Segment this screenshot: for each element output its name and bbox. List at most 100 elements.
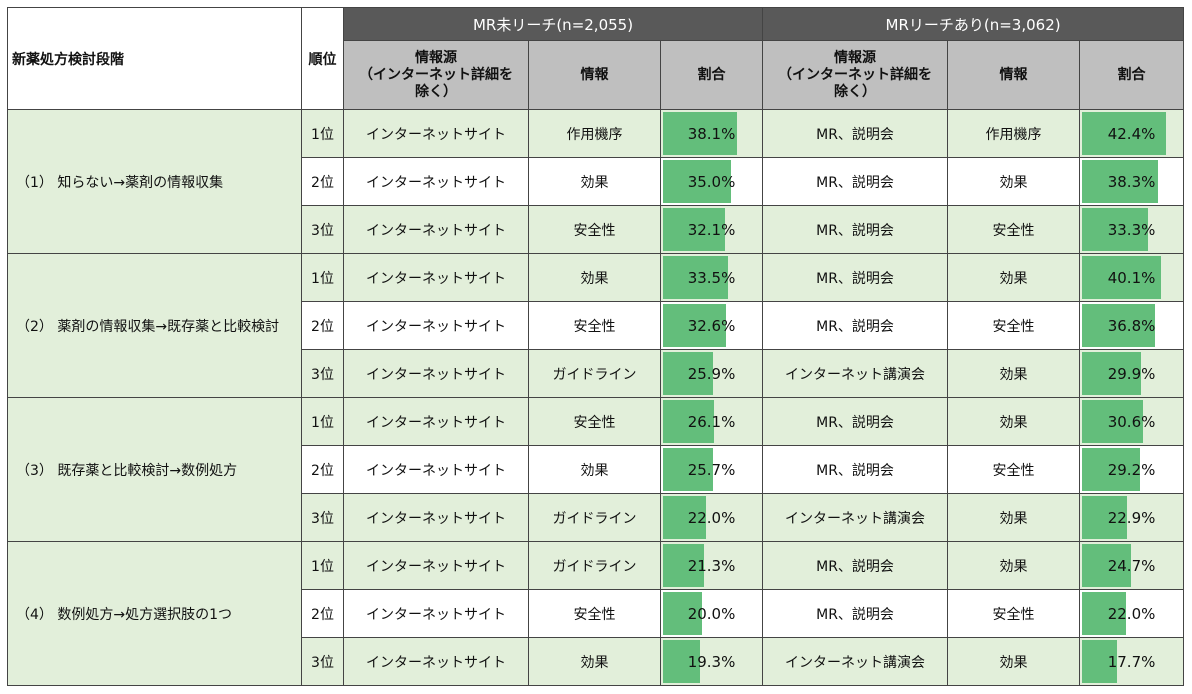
source-cell: インターネットサイト [343, 205, 529, 254]
source-cell: インターネットサイト [343, 445, 529, 494]
ratio-cell: 42.4% [1079, 109, 1185, 158]
ratio-cell: 38.3% [1079, 157, 1185, 206]
ratio-value: 35.0% [687, 172, 736, 191]
ratio-value: 29.2% [1107, 460, 1156, 479]
ratio-bar [663, 352, 714, 395]
source-cell: インターネットサイト [343, 301, 529, 350]
info-cell: ガイドライン [528, 541, 661, 590]
ratio-value: 22.0% [687, 508, 736, 527]
source-cell: インターネットサイト [343, 253, 529, 302]
ratio-bar [663, 496, 706, 539]
source-cell: MR、説明会 [762, 109, 949, 158]
ratio-cell: 38.1% [659, 109, 764, 158]
rank-cell: 1位 [301, 109, 344, 158]
ratio-value: 22.0% [1107, 604, 1156, 623]
rank-cell: 1位 [301, 397, 344, 446]
source-cell: インターネットサイト [343, 109, 529, 158]
ratio-bar [1082, 544, 1131, 587]
ratio-bar [1082, 400, 1143, 443]
ratio-bar [663, 640, 701, 683]
info-cell: 安全性 [528, 301, 661, 350]
ratio-cell: 32.6% [659, 301, 764, 350]
info-cell: ガイドライン [528, 493, 661, 542]
info-cell: 効果 [947, 397, 1081, 446]
ratio-bar [1082, 208, 1148, 251]
ratio-value: 36.8% [1107, 316, 1156, 335]
ratio-value: 42.4% [1107, 124, 1156, 143]
ratio-bar [1082, 304, 1155, 347]
table-row: （1） 知らない→薬剤の情報収集 1位 インターネットサイト 作用機序 38.1% MR、… [7, 109, 1185, 254]
info-cell: 効果 [947, 541, 1081, 590]
stage-label: （2） 薬剤の情報収集→既存薬と比較検討 [7, 253, 302, 398]
ratio-value: 33.5% [687, 268, 736, 287]
info-cell: 安全性 [528, 205, 661, 254]
ratio-value: 25.9% [687, 364, 736, 383]
info-cell: 効果 [528, 157, 661, 206]
ratio-bar [1082, 160, 1158, 203]
ratio-value: 26.1% [687, 412, 736, 431]
info-cell: 効果 [947, 157, 1081, 206]
info-cell: 効果 [947, 493, 1081, 542]
info-cell: ガイドライン [528, 349, 661, 398]
ratio-cell: 17.7% [1079, 637, 1185, 686]
table-header: 新薬処方検討段階 順位 MR未リーチ(n=2,055) MRリーチあり(n=3,… [7, 7, 1185, 110]
ratio-bar [1082, 592, 1126, 635]
stage-column-header: 新薬処方検討段階 [7, 7, 302, 110]
ratio-cell: 25.7% [659, 445, 764, 494]
ratio-value: 38.1% [687, 124, 736, 143]
ratio-cell: 22.0% [659, 493, 764, 542]
info-cell: 効果 [947, 349, 1081, 398]
ratio-bar [1082, 640, 1118, 683]
ratio-value: 25.7% [687, 460, 736, 479]
ratio-value: 32.6% [687, 316, 736, 335]
info-cell: 安全性 [528, 589, 661, 638]
ratio-value: 19.3% [687, 652, 736, 671]
rank-cell: 3位 [301, 493, 344, 542]
ratio-value: 33.3% [1107, 220, 1156, 239]
rank-cell: 3位 [301, 637, 344, 686]
table-row: 2位 インターネットサイト 安全性 20.0% MR、説明会 安全性 22.0% [8, 589, 1185, 638]
info-cell: 作用機序 [528, 109, 661, 158]
info-cell: 安全性 [947, 589, 1081, 638]
ratio-cell: 20.0% [659, 589, 764, 638]
source-cell: インターネットサイト [343, 541, 529, 590]
table-row: 3位 インターネットサイト 安全性 32.1% MR、説明会 安全性 33.3% [8, 205, 1185, 254]
ratio-bar [663, 448, 713, 491]
rank-column-header: 順位 [301, 7, 344, 110]
source-cell: インターネットサイト [343, 637, 529, 686]
stage-label: （4） 数例処方→処方選択肢の1つ [7, 541, 302, 686]
ratio-bar [1082, 352, 1142, 395]
table-row: 3位 インターネットサイト 効果 19.3% インターネット講演会 効果 17.7% [8, 637, 1185, 686]
ratio-bar [663, 256, 728, 299]
rank-cell: 3位 [301, 349, 344, 398]
ratio-cell: 33.3% [1079, 205, 1185, 254]
table-row: 2位 インターネットサイト 効果 35.0% MR、説明会 効果 38.3% [8, 157, 1185, 206]
source-cell: MR、説明会 [762, 205, 949, 254]
table-row: 2位 インターネットサイト 安全性 32.6% MR、説明会 安全性 36.8% [8, 301, 1185, 350]
info-cell: 効果 [947, 637, 1081, 686]
ratio-bar [663, 112, 737, 155]
info-column-header: 情報 [528, 40, 661, 110]
ratio-cell: 40.1% [1079, 253, 1185, 302]
source-cell: MR、説明会 [762, 253, 949, 302]
ratio-cell: 35.0% [659, 157, 764, 206]
source-cell: インターネットサイト [343, 349, 529, 398]
rank-cell: 1位 [301, 541, 344, 590]
source-cell: MR、説明会 [762, 445, 949, 494]
ratio-bar [1082, 112, 1166, 155]
source-column-header: 情報源 （インターネット詳細を 除く） [762, 40, 949, 110]
source-cell: MR、説明会 [762, 301, 949, 350]
info-column-header: 情報 [947, 40, 1081, 110]
ratio-value: 17.7% [1107, 652, 1156, 671]
source-column-header: 情報源 （インターネット詳細を 除く） [343, 40, 529, 110]
rank-cell: 2位 [301, 589, 344, 638]
table-row: 3位 インターネットサイト ガイドライン 22.0% インターネット講演会 効果 22.9% [8, 493, 1185, 542]
source-cell: インターネット講演会 [762, 349, 949, 398]
group-header-no-mr: MR未リーチ(n=2,055) [342, 7, 764, 41]
ratio-cell: 26.1% [659, 397, 764, 446]
table-row: （4） 数例処方→処方選択肢の1つ 1位 インターネットサイト ガイドライン 21.3%… [7, 541, 1185, 686]
ratio-cell: 24.7% [1079, 541, 1185, 590]
info-cell: 効果 [528, 445, 661, 494]
ratio-value: 40.1% [1107, 268, 1156, 287]
ratio-cell: 21.3% [659, 541, 764, 590]
